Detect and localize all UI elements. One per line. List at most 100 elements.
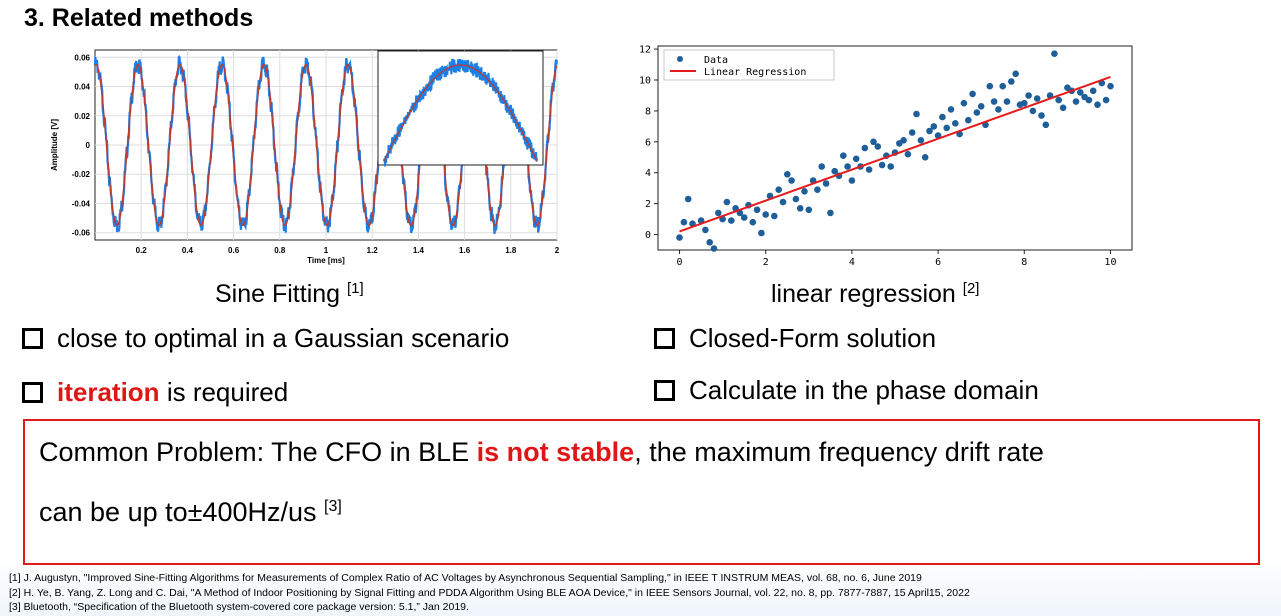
x-tick-label: 1.2: [367, 246, 379, 255]
x-tick-label: 1.4: [413, 246, 425, 255]
data-point: [965, 116, 972, 124]
data-point: [1089, 87, 1097, 95]
data-point: [1029, 107, 1037, 115]
data-point: [792, 195, 800, 203]
x-tick-label: 0.2: [136, 246, 148, 255]
data-point: [999, 82, 1006, 90]
slide-title: 3. Related methods: [24, 4, 254, 32]
background-decoration: [0, 556, 1281, 616]
data-point: [995, 106, 1002, 113]
checkbox-square-icon: [654, 380, 675, 401]
data-point: [990, 98, 998, 105]
data-point: [904, 150, 912, 158]
data-point: [840, 152, 847, 159]
data-point: [814, 186, 821, 193]
data-point: [723, 198, 731, 206]
data-point: [926, 127, 933, 135]
data-point: [1042, 121, 1050, 129]
y-tick-label: -0.04: [72, 199, 91, 208]
data-point: [865, 166, 873, 173]
sine-fitting-caption-text: Sine Fitting: [215, 280, 341, 308]
x-tick-label: 0.4: [182, 246, 194, 255]
data-point: [771, 212, 778, 220]
data-point: [952, 120, 959, 127]
y-tick-label: 0.06: [74, 53, 90, 62]
data-point: [1055, 96, 1062, 104]
data-point: [960, 99, 968, 107]
data-point: [710, 245, 718, 252]
data-point: [749, 218, 757, 226]
data-point: [1021, 99, 1028, 107]
y-tick-label: 0: [86, 141, 91, 150]
data-point: [986, 82, 994, 90]
data-point: [900, 137, 907, 144]
regression-line: [679, 75, 1111, 233]
data-point: [973, 109, 981, 116]
y-tick-label: 10: [639, 76, 651, 87]
data-point: [1085, 96, 1093, 104]
data-point: [775, 186, 782, 193]
sine-fitting-chart: 0.2 0.4 0.6 0.8 1 1.2 1.4 1.6 1.8 2 0.06 0.04 0.02 0 -…: [50, 49, 560, 265]
data-point: [1012, 70, 1019, 78]
inset-noisy-line: [383, 58, 538, 167]
bullet-iteration-highlight: iteration: [57, 377, 160, 407]
data-point: [917, 137, 925, 144]
checkbox-square-icon: [654, 328, 675, 349]
data-point: [969, 90, 976, 98]
data-point: [1072, 98, 1080, 105]
data-point: [947, 106, 955, 113]
data-point: [1102, 96, 1110, 104]
x-tick-label: 6: [935, 257, 941, 268]
references: [1] J. Augustyn, "Improved Sine-Fitting …: [9, 571, 970, 615]
bullet-gaussian-text: close to optimal in a Gaussian scenario: [57, 323, 510, 353]
x-tick-label: 2: [763, 257, 769, 268]
problem-line-2: can be up to±400Hz/us [3]: [39, 497, 342, 528]
y-tick-label: 0: [645, 230, 651, 241]
x-tick-label: 0: [677, 257, 683, 268]
reference-3: [3] Bluetooth, “Specification of the Blu…: [9, 601, 469, 613]
legend-data-marker: [677, 56, 683, 62]
data-point: [1051, 50, 1058, 57]
data-point: [1033, 95, 1041, 102]
checkbox-square-icon: [22, 328, 43, 349]
data-point: [943, 124, 950, 132]
bullet-phase-domain-text: Calculate in the phase domain: [689, 375, 1039, 405]
data-point: [702, 226, 709, 234]
data-point: [1094, 101, 1101, 108]
data-point: [852, 155, 860, 163]
bullet-phase-domain: Calculate in the phase domain: [654, 375, 1039, 406]
data-point: [818, 163, 825, 170]
data-point: [831, 167, 838, 175]
data-point: [758, 229, 765, 237]
data-point: [762, 211, 769, 218]
problem-prefix: Common Problem: The CFO in BLE: [39, 437, 477, 467]
y-tick-label: 0.02: [74, 112, 90, 121]
x-tick-label: 1: [324, 246, 329, 255]
data-point: [715, 209, 722, 217]
bullet-gaussian: close to optimal in a Gaussian scenario: [22, 323, 509, 354]
reference-2: [2] H. Ye, B. Yang, Z. Long and C. Dai, …: [9, 586, 970, 599]
legend-data-label: Data: [704, 55, 728, 66]
sine-fitting-ref: [1]: [347, 280, 364, 297]
inset-fitted-line: [383, 64, 538, 162]
bullet-closed-form-text: Closed-Form solution: [689, 323, 937, 353]
data-point: [827, 209, 834, 217]
problem-highlight: is not stable: [476, 437, 635, 467]
x-tick-label: 8: [1021, 257, 1027, 268]
data-point: [796, 205, 804, 212]
data-point: [939, 113, 946, 121]
x-tick-label: 4: [849, 257, 855, 268]
y-tick-label: 12: [639, 45, 651, 56]
data-point: [908, 129, 916, 136]
y-tick-label: 0.04: [74, 83, 90, 92]
data-point: [921, 154, 929, 161]
linear-regression-ref: [2]: [962, 280, 980, 297]
y-tick-label: 2: [645, 199, 651, 210]
common-problem-box: Common Problem: The CFO in BLE is not st…: [23, 419, 1260, 565]
data-point: [801, 188, 808, 195]
x-axis-label: Time [ms]: [307, 256, 345, 265]
y-tick-label: 4: [645, 168, 651, 179]
legend-regression-label: Linear Regression: [704, 67, 806, 78]
sine-fitting-caption: Sine Fitting [1]: [215, 280, 364, 309]
